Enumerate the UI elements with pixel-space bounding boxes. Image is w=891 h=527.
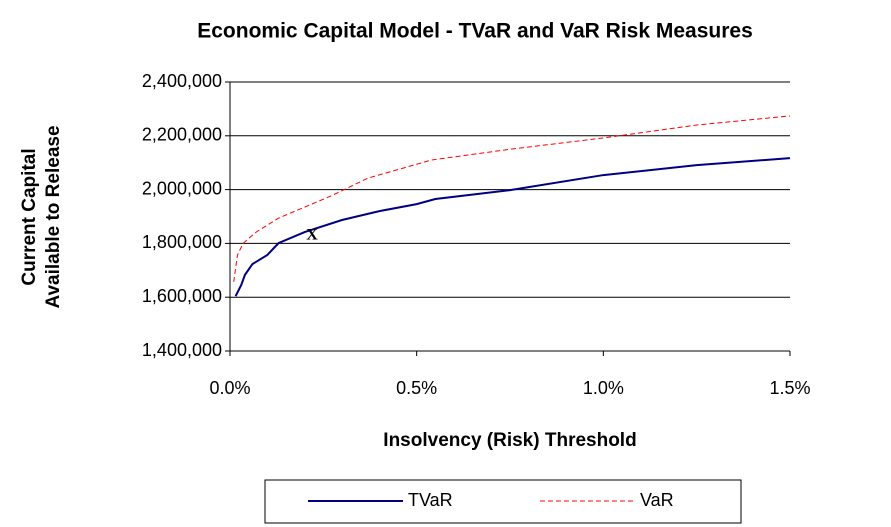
y-tick-label: 1,600,000 (142, 286, 222, 306)
y-tick-label: 1,400,000 (142, 340, 222, 360)
y-axis-label: Current Capital (19, 148, 40, 285)
annotation: X (306, 227, 318, 244)
y-tick-label: 2,000,000 (142, 178, 222, 198)
legend-label: VaR (640, 490, 674, 510)
line-series (234, 157, 791, 297)
y-tick-label: 1,800,000 (142, 232, 222, 252)
x-axis-label: Insolvency (Risk) Threshold (383, 430, 636, 451)
x-tick-label: 0.5% (396, 378, 437, 398)
x-tick-label: 1.5% (769, 378, 810, 398)
y-tick-label: 2,400,000 (142, 71, 222, 91)
chart-title: Economic Capital Model - TVaR and VaR Ri… (197, 20, 753, 43)
y-axis-label: Available to Release (43, 125, 64, 308)
line-series (233, 115, 791, 282)
x-tick-label: 1.0% (583, 378, 624, 398)
x-tick-label: 0.0% (209, 378, 250, 398)
legend-label: TVaR (408, 490, 453, 510)
y-tick-label: 2,200,000 (142, 125, 222, 145)
